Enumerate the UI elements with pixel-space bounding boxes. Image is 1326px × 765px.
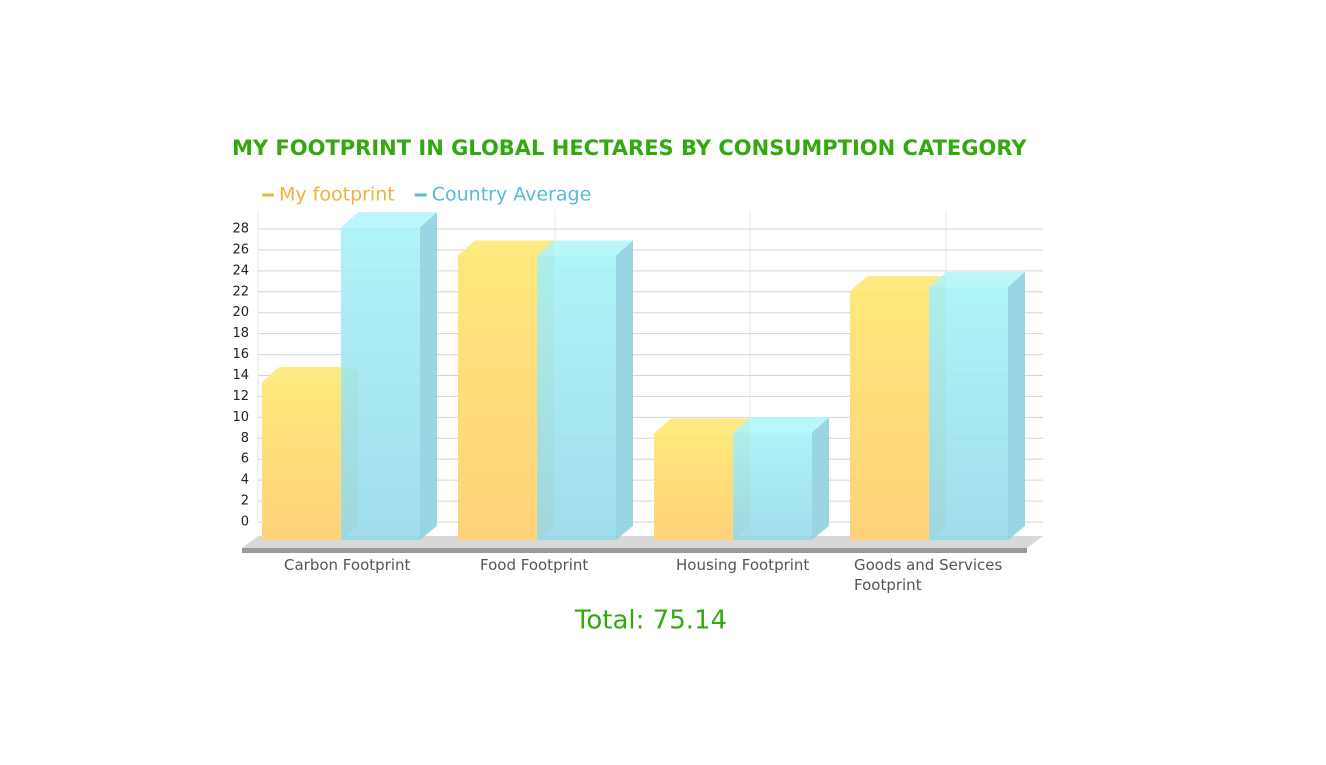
bar-top (733, 417, 829, 433)
bar-top (341, 212, 437, 228)
x-tick-label: Carbon Footprint (284, 556, 411, 574)
bar-top (850, 276, 946, 292)
y-tick-label: 8 (241, 431, 249, 446)
bar-top (262, 367, 358, 383)
bar-front (537, 255, 616, 540)
y-tick-label: 16 (232, 347, 249, 362)
bar-front (733, 432, 812, 540)
y-tick-label: 18 (232, 326, 249, 341)
y-tick-label: 4 (241, 473, 249, 488)
bar (733, 417, 829, 540)
legend-label: My footprint (279, 184, 395, 206)
y-tick-label: 24 (232, 263, 249, 278)
bar-side (812, 417, 829, 540)
floor (242, 536, 1043, 548)
bar-top (537, 240, 633, 256)
y-tick-label: 10 (232, 410, 249, 425)
bar (537, 240, 633, 540)
chart-title: MY FOOTPRINT IN GLOBAL HECTARES BY CONSU… (232, 136, 1027, 160)
bar-top (458, 240, 554, 256)
y-tick-label: 0 (241, 515, 249, 530)
bar-front (850, 291, 929, 540)
bar-front (654, 433, 733, 540)
y-tick-label: 6 (241, 452, 249, 467)
bar-top (654, 418, 750, 434)
y-tick-label: 2 (241, 494, 249, 509)
x-tick-label: Food Footprint (480, 556, 589, 574)
bar-front (929, 286, 1008, 540)
y-tick-label: 28 (232, 222, 249, 237)
bar-front (458, 255, 537, 540)
bar-side (1008, 271, 1025, 540)
bar (929, 271, 1025, 540)
y-tick-label: 20 (232, 305, 249, 320)
legend-label: Country Average (432, 184, 592, 206)
bar-front (341, 227, 420, 540)
bar-side (616, 240, 633, 540)
x-tick-label: Housing Footprint (676, 556, 810, 574)
y-tick-label: 22 (232, 284, 249, 299)
floor-edge (242, 548, 1027, 553)
y-tick-label: 12 (232, 389, 249, 404)
bar-side (420, 212, 437, 540)
x-tick-label: Goods and Services Footprint (854, 556, 1003, 594)
bar-top (929, 271, 1025, 287)
y-tick-label: 14 (232, 368, 249, 383)
bar-front (262, 382, 341, 540)
total: Total: 75.14 (574, 606, 727, 636)
bar (341, 212, 437, 540)
y-tick-label: 26 (232, 242, 249, 257)
